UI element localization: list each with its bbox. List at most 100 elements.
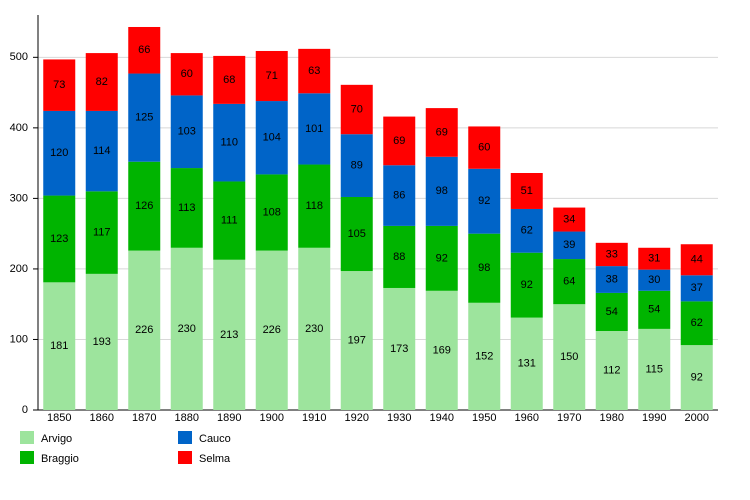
value-label: 169 bbox=[433, 344, 451, 356]
x-tick-label: 1940 bbox=[430, 412, 454, 424]
value-label: 62 bbox=[691, 317, 703, 329]
value-label: 131 bbox=[518, 358, 536, 370]
bar-segment bbox=[638, 269, 671, 291]
value-label: 37 bbox=[691, 282, 703, 294]
bar-segment bbox=[595, 266, 628, 293]
bar-segment bbox=[43, 195, 76, 283]
bar-segment bbox=[255, 50, 288, 102]
bar-segment bbox=[553, 207, 586, 232]
bar-segment bbox=[425, 108, 458, 157]
value-label: 197 bbox=[348, 334, 366, 346]
value-label: 110 bbox=[220, 137, 238, 149]
x-tick-label: 1870 bbox=[132, 412, 156, 424]
bar-segment bbox=[170, 53, 203, 96]
value-label: 108 bbox=[263, 206, 281, 218]
value-label: 30 bbox=[648, 274, 660, 286]
x-tick-label: 1930 bbox=[387, 412, 411, 424]
value-label: 125 bbox=[135, 112, 153, 124]
bar-segment bbox=[553, 304, 586, 410]
value-label: 54 bbox=[606, 306, 618, 318]
legend-swatch bbox=[20, 451, 34, 464]
value-label: 150 bbox=[560, 351, 578, 363]
value-label: 230 bbox=[178, 323, 196, 335]
bar-segment bbox=[170, 247, 203, 410]
bar-segment bbox=[298, 247, 331, 410]
value-label: 115 bbox=[645, 363, 663, 375]
bar-segment bbox=[85, 273, 118, 410]
bar-segment bbox=[553, 259, 586, 305]
y-tick-label: 200 bbox=[10, 263, 28, 275]
value-label: 173 bbox=[390, 343, 408, 355]
bar-segment bbox=[340, 134, 373, 197]
legend-swatch bbox=[20, 431, 34, 444]
bar-segment bbox=[595, 292, 628, 331]
value-label: 117 bbox=[93, 227, 111, 239]
value-label: 123 bbox=[50, 233, 68, 245]
value-label: 89 bbox=[351, 160, 363, 172]
bar-segment bbox=[638, 328, 671, 410]
value-label: 69 bbox=[393, 135, 405, 147]
value-label: 86 bbox=[393, 189, 405, 201]
value-label: 98 bbox=[436, 185, 448, 197]
value-label: 92 bbox=[521, 279, 533, 291]
bar-segment bbox=[128, 161, 161, 251]
bar-segment bbox=[85, 110, 118, 192]
x-tick-label: 1860 bbox=[90, 412, 114, 424]
y-tick-label: 400 bbox=[10, 122, 28, 134]
value-label: 101 bbox=[305, 123, 323, 135]
value-label: 92 bbox=[478, 195, 490, 207]
bar-segment bbox=[510, 173, 543, 209]
bar-segment bbox=[213, 103, 246, 182]
x-tick-label: 1850 bbox=[47, 412, 71, 424]
bar-segment bbox=[680, 244, 713, 276]
value-label: 34 bbox=[563, 213, 575, 225]
bar-segment bbox=[128, 73, 161, 162]
bar-segment bbox=[85, 53, 118, 111]
y-tick-label: 300 bbox=[10, 192, 28, 204]
value-label: 64 bbox=[563, 276, 575, 288]
bar-segment bbox=[638, 290, 671, 329]
bar-segment bbox=[553, 231, 586, 260]
value-label: 111 bbox=[221, 215, 238, 227]
bar-segment bbox=[383, 165, 416, 226]
x-tick-label: 1950 bbox=[472, 412, 496, 424]
x-tick-label: 1880 bbox=[175, 412, 199, 424]
value-label: 98 bbox=[478, 262, 490, 274]
value-label: 213 bbox=[220, 329, 238, 341]
value-label: 92 bbox=[436, 252, 448, 264]
value-label: 71 bbox=[266, 70, 278, 82]
bar-segment bbox=[680, 301, 713, 346]
bar-segment bbox=[255, 250, 288, 410]
y-tick-label: 500 bbox=[10, 51, 28, 63]
bar-segment bbox=[510, 317, 543, 410]
value-label: 105 bbox=[348, 228, 366, 240]
bar-segment bbox=[383, 225, 416, 288]
value-label: 181 bbox=[50, 340, 68, 352]
bar-segment bbox=[680, 275, 713, 302]
bar-segment bbox=[383, 116, 416, 166]
bar-segment bbox=[425, 290, 458, 410]
bar-segment bbox=[595, 331, 628, 410]
value-label: 113 bbox=[178, 202, 196, 214]
value-label: 38 bbox=[606, 273, 618, 285]
value-label: 226 bbox=[263, 324, 281, 336]
bar-segment bbox=[468, 302, 501, 410]
value-label: 39 bbox=[563, 239, 575, 251]
bar-segment bbox=[638, 247, 671, 270]
bar-segment bbox=[468, 233, 501, 303]
value-label: 193 bbox=[93, 336, 111, 348]
bar-segment bbox=[170, 95, 203, 169]
x-tick-label: 1900 bbox=[260, 412, 284, 424]
value-label: 226 bbox=[135, 324, 153, 336]
value-label: 73 bbox=[53, 79, 65, 91]
bar-segment bbox=[298, 48, 331, 94]
bar-segment bbox=[298, 164, 331, 248]
bar-segment bbox=[170, 168, 203, 248]
x-tick-label: 1890 bbox=[217, 412, 241, 424]
x-tick-label: 1910 bbox=[302, 412, 326, 424]
value-label: 60 bbox=[478, 142, 490, 154]
legend-label: Braggio bbox=[41, 453, 79, 465]
value-label: 103 bbox=[178, 126, 196, 138]
bar-segment bbox=[43, 282, 76, 410]
